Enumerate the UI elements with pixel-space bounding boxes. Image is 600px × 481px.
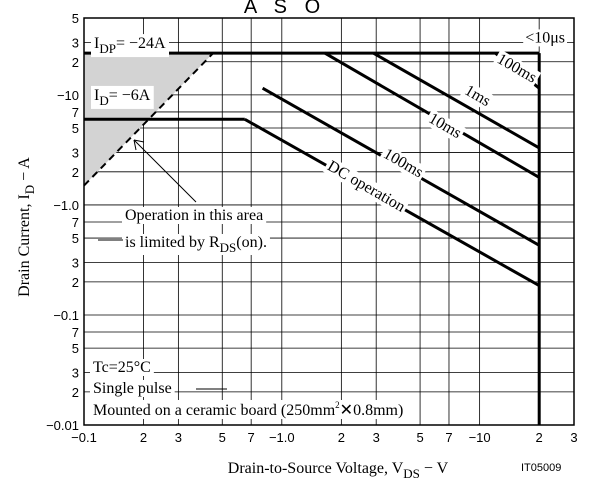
x-tick-label: 3 <box>373 430 380 445</box>
y-tick-label: 3 <box>72 255 79 270</box>
y-tick-label: 3 <box>72 366 79 381</box>
board-label: Mounted on a ceramic board (250mm2✕0.8mm… <box>93 400 403 419</box>
curve-label-bg <box>322 156 410 217</box>
curve-label-idp: IDP= −24A <box>94 35 166 56</box>
single-pulse-label-bg <box>90 380 175 397</box>
figure-code: IT05009 <box>521 462 561 474</box>
curve-label-bg <box>492 49 542 88</box>
y-tick-label: 2 <box>72 385 79 400</box>
curve-label-bg <box>423 109 466 144</box>
y-tick-label: 5 <box>72 231 79 246</box>
annotation-arrow <box>133 139 197 203</box>
x-tick-label: −1.0 <box>269 430 295 445</box>
curve-label-t10us: <10μs <box>525 29 565 46</box>
tc-label-bg <box>90 359 154 376</box>
y-tick-label: 5 <box>72 11 79 26</box>
curve-label-bg <box>523 29 568 47</box>
y-tick-label: 7 <box>72 325 79 340</box>
y-tick-label: 2 <box>72 165 79 180</box>
tc-label: Tc=25°C <box>93 359 151 376</box>
curve-label-bg <box>378 144 428 183</box>
x-tick-label: 5 <box>219 430 226 445</box>
x-tick-label: 3 <box>175 430 182 445</box>
y-tick-label: −1.0 <box>53 198 79 213</box>
x-axis-label: Drain-to-Source Voltage, VDS − V <box>228 460 449 481</box>
x-tick-label: −0.1 <box>71 430 97 445</box>
op-area-line2-bg <box>122 234 270 255</box>
idp-label-bg <box>91 34 169 58</box>
y-tick-label: −0.01 <box>46 418 79 433</box>
y-tick-label: 5 <box>72 341 79 356</box>
chart-title: A S O <box>244 0 326 18</box>
op-area-line1-bg <box>122 207 267 224</box>
board-label-bg <box>90 400 407 419</box>
series-line-4 <box>372 51 540 150</box>
y-tick-label: 2 <box>72 275 79 290</box>
conditions: Tc=25°C Single pulse Mounted on a cerami… <box>90 359 407 419</box>
y-tick-label: 2 <box>72 55 79 70</box>
y-tick-label: 5 <box>72 121 79 136</box>
curve-label-t100ms_a: 100ms <box>494 51 539 87</box>
y-tick-label: 3 <box>72 35 79 50</box>
y-tick-label: −0.1 <box>53 308 79 323</box>
y-tick-label: 3 <box>72 145 79 160</box>
curve-label-bg <box>459 81 495 112</box>
rds-annotation: Operation in this area is limited by RDS… <box>98 139 270 255</box>
x-tick-label: 5 <box>416 430 423 445</box>
annotation-arrowhead <box>133 139 145 151</box>
y-tick-label: 7 <box>72 215 79 230</box>
y-tick-label: 7 <box>72 105 79 120</box>
plot-frame <box>83 17 575 426</box>
y-tick-label: −10 <box>57 88 79 103</box>
curve-label-t100ms_b: 100ms <box>380 145 425 181</box>
x-tick-label: 3 <box>570 430 577 445</box>
op-area-line1: Operation in this area <box>125 207 263 224</box>
single-pulse-label: Single pulse <box>93 380 172 397</box>
x-tick-label: −10 <box>469 430 491 445</box>
y-axis-label: Drain Current, ID − A <box>16 157 37 297</box>
x-tick-label: 2 <box>140 430 147 445</box>
curve-label-t10ms: 10ms <box>426 110 465 142</box>
x-tick-label: 2 <box>338 430 345 445</box>
id-label-bg <box>91 85 154 109</box>
x-tick-labels: −0.1 2 3 5 7 −1.0 2 3 5 7 −10 2 3 <box>71 430 577 445</box>
x-tick-label: 7 <box>445 430 452 445</box>
series-line-8 <box>83 52 214 187</box>
op-area-line2: is limited by RDS(on). <box>125 234 267 255</box>
curve-label-id: ID= −6A <box>94 87 151 108</box>
x-tick-label: 2 <box>536 430 543 445</box>
x-tick-label: 7 <box>248 430 255 445</box>
